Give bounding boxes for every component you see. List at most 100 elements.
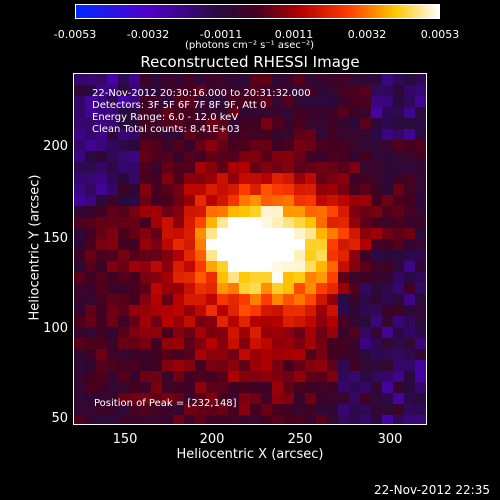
heatmap-cell (217, 129, 228, 140)
heatmap-cell (305, 184, 316, 195)
heatmap-cell (228, 239, 239, 250)
heatmap-cell (118, 327, 129, 338)
heatmap-cell (217, 173, 228, 184)
heatmap-cell (415, 85, 426, 96)
heatmap-cell (129, 404, 140, 415)
heatmap-cell (382, 195, 393, 206)
heatmap-cell (272, 140, 283, 151)
heatmap-cell (74, 162, 85, 173)
heatmap-cell (360, 74, 371, 85)
heatmap-cell (239, 338, 250, 349)
heatmap-cell (206, 184, 217, 195)
heatmap-cell (74, 360, 85, 371)
heatmap-cell (404, 272, 415, 283)
heatmap-cell (195, 371, 206, 382)
heatmap-cell (294, 96, 305, 107)
heatmap-cell (173, 415, 184, 424)
heatmap-cell (294, 404, 305, 415)
heatmap-cell (327, 184, 338, 195)
heatmap-cell (85, 327, 96, 338)
heatmap-cell (404, 74, 415, 85)
heatmap-cell (162, 360, 173, 371)
heatmap-cell (272, 74, 283, 85)
heatmap-cell (239, 74, 250, 85)
heatmap-cell (173, 360, 184, 371)
heatmap-cell (316, 195, 327, 206)
heatmap-cell (118, 349, 129, 360)
heatmap-cell (250, 228, 261, 239)
heatmap-cell (162, 415, 173, 424)
heatmap-cell (228, 316, 239, 327)
heatmap-cell (217, 327, 228, 338)
heatmap-cell (107, 283, 118, 294)
heatmap-cell (371, 184, 382, 195)
heatmap-cell (283, 404, 294, 415)
heatmap-cell (261, 371, 272, 382)
heatmap-cell (316, 96, 327, 107)
heatmap-cell (228, 371, 239, 382)
heatmap-cell (184, 415, 195, 424)
heatmap-cell (74, 250, 85, 261)
heatmap-cell (404, 85, 415, 96)
heatmap-cell (217, 206, 228, 217)
heatmap-cell (162, 349, 173, 360)
heatmap-cell (404, 107, 415, 118)
heatmap-cell (206, 404, 217, 415)
heatmap-cell (327, 393, 338, 404)
heatmap-cell (261, 393, 272, 404)
heatmap-cell (74, 151, 85, 162)
heatmap-cell (228, 382, 239, 393)
heatmap-cell (173, 404, 184, 415)
heatmap-cell (261, 360, 272, 371)
heatmap-cell (305, 294, 316, 305)
heatmap-cell (283, 393, 294, 404)
heatmap-cell (261, 74, 272, 85)
heatmap-cell (85, 118, 96, 129)
heatmap-cell (261, 305, 272, 316)
heatmap-cell (239, 96, 250, 107)
heatmap-cell (228, 305, 239, 316)
y-axis-label: Heliocentric Y (arcsec) (27, 174, 43, 321)
heatmap-cell (195, 140, 206, 151)
heatmap-cell (338, 74, 349, 85)
heatmap-cell (162, 206, 173, 217)
heatmap-cell (349, 371, 360, 382)
heatmap-cell (129, 206, 140, 217)
heatmap-cell (316, 360, 327, 371)
heatmap-cell (195, 107, 206, 118)
heatmap-cell (239, 118, 250, 129)
heatmap-cell (272, 162, 283, 173)
heatmap-cell (415, 371, 426, 382)
heatmap-cell (96, 129, 107, 140)
heatmap-cell (96, 349, 107, 360)
heatmap-cell (173, 305, 184, 316)
heatmap-cell (294, 250, 305, 261)
heatmap-cell (250, 371, 261, 382)
heatmap-cell (85, 360, 96, 371)
heatmap-cell (327, 316, 338, 327)
heatmap-cell (393, 338, 404, 349)
heatmap-cell (338, 129, 349, 140)
heatmap-cell (184, 371, 195, 382)
heatmap-cell (250, 85, 261, 96)
heatmap-cell (151, 283, 162, 294)
heatmap-cell (129, 173, 140, 184)
heatmap-cell (250, 239, 261, 250)
heatmap-cell (404, 151, 415, 162)
heatmap-cell (261, 96, 272, 107)
heatmap-cell (107, 206, 118, 217)
heatmap-cell (349, 338, 360, 349)
heatmap-cell (195, 250, 206, 261)
heatmap-cell (96, 206, 107, 217)
heatmap-cell (184, 195, 195, 206)
heatmap-cell (195, 360, 206, 371)
heatmap-cell (404, 382, 415, 393)
heatmap-cell (327, 85, 338, 96)
heatmap-cell (151, 261, 162, 272)
heatmap-cell (195, 162, 206, 173)
heatmap-cell (283, 118, 294, 129)
heatmap-cell (85, 85, 96, 96)
heatmap-cell (129, 338, 140, 349)
heatmap-cell (371, 393, 382, 404)
heatmap-cell (327, 349, 338, 360)
